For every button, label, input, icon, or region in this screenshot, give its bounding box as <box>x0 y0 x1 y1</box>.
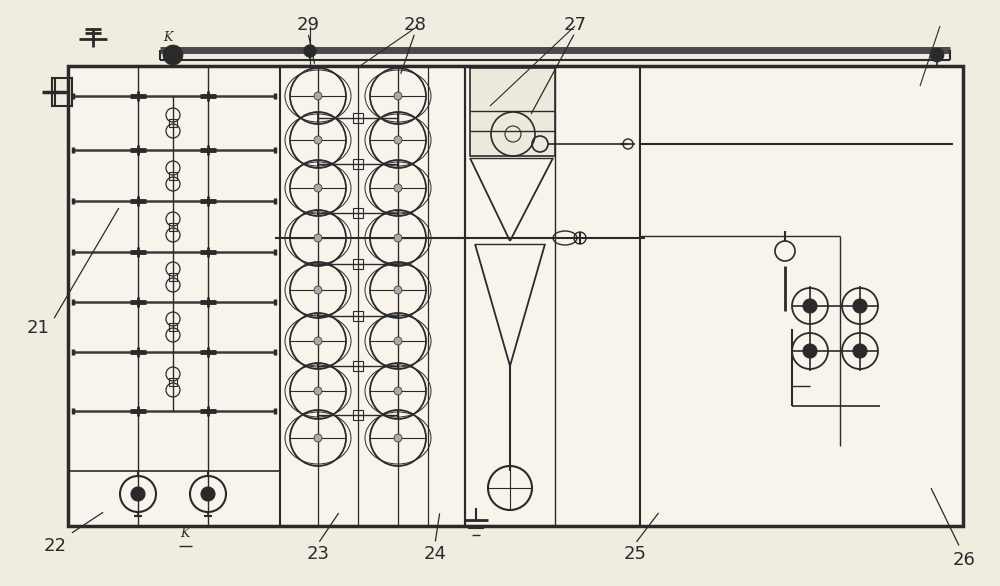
Circle shape <box>394 286 402 294</box>
Bar <box>353 159 363 169</box>
Bar <box>353 311 363 321</box>
Circle shape <box>803 344 817 358</box>
Circle shape <box>394 337 402 345</box>
Circle shape <box>394 434 402 442</box>
Circle shape <box>853 344 867 358</box>
Circle shape <box>394 184 402 192</box>
Circle shape <box>314 234 322 242</box>
Circle shape <box>803 299 817 313</box>
Text: 21: 21 <box>27 319 49 337</box>
Bar <box>353 259 363 269</box>
Bar <box>169 323 177 331</box>
Bar <box>169 119 177 127</box>
Text: 25: 25 <box>624 545 646 563</box>
Circle shape <box>314 387 322 395</box>
Bar <box>470 68 555 156</box>
Circle shape <box>201 487 215 501</box>
Circle shape <box>314 136 322 144</box>
Text: 24: 24 <box>424 545 446 563</box>
Circle shape <box>168 50 178 60</box>
Bar <box>465 66 640 526</box>
Text: 29: 29 <box>296 16 320 33</box>
Circle shape <box>394 92 402 100</box>
Circle shape <box>131 487 145 501</box>
Bar <box>169 223 177 231</box>
Bar <box>280 66 465 526</box>
Text: K: K <box>163 31 173 44</box>
Circle shape <box>394 234 402 242</box>
Text: 28: 28 <box>404 16 426 33</box>
Circle shape <box>394 136 402 144</box>
Bar <box>353 410 363 420</box>
Bar <box>169 378 177 386</box>
Circle shape <box>163 45 183 65</box>
Text: 26: 26 <box>952 551 975 568</box>
Circle shape <box>314 337 322 345</box>
Bar <box>68 66 963 526</box>
Text: 23: 23 <box>306 545 330 563</box>
Circle shape <box>314 434 322 442</box>
Text: K: K <box>180 527 190 540</box>
Text: 27: 27 <box>564 16 586 33</box>
Circle shape <box>314 92 322 100</box>
Circle shape <box>394 387 402 395</box>
Bar <box>353 208 363 218</box>
Circle shape <box>853 299 867 313</box>
Bar <box>169 172 177 180</box>
Bar <box>353 361 363 371</box>
Bar <box>52 78 72 106</box>
Text: 22: 22 <box>44 537 66 555</box>
Circle shape <box>930 48 944 62</box>
Bar <box>353 113 363 123</box>
Circle shape <box>314 184 322 192</box>
Circle shape <box>166 48 180 62</box>
Bar <box>169 273 177 281</box>
Circle shape <box>314 286 322 294</box>
Circle shape <box>304 45 316 57</box>
